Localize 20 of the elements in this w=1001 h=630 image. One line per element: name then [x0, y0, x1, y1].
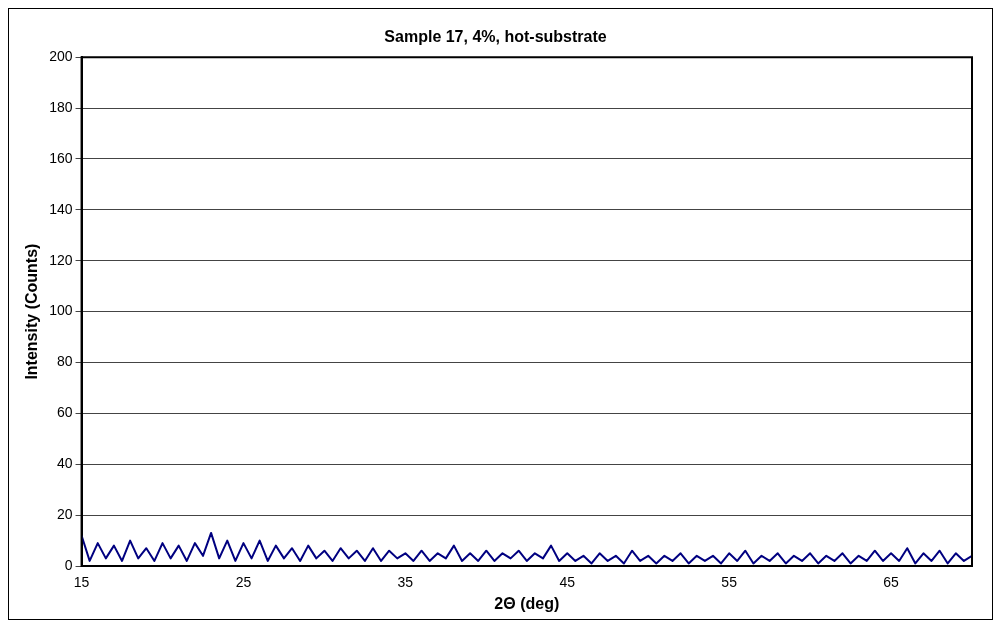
y-tick-label: 140 — [49, 200, 73, 217]
x-tick-label: 15 — [73, 574, 90, 591]
y-tick-label: 80 — [56, 353, 73, 370]
x-tick-label: 65 — [883, 574, 900, 591]
y-tick-label: 100 — [49, 302, 73, 319]
y-tick-label: 200 — [49, 48, 73, 65]
x-tick-label: 45 — [559, 574, 576, 591]
x-tick-label: 25 — [235, 574, 252, 591]
y-tick-label: 160 — [49, 149, 73, 166]
y-tick-label: 180 — [49, 98, 73, 115]
y-tick-label: 60 — [56, 404, 73, 421]
x-axis-title: 2Θ (deg) — [494, 594, 560, 612]
y-tick-label: 20 — [56, 505, 73, 522]
chart-title: Sample 17, 4%, hot-substrate — [384, 28, 607, 46]
x-tick-label: 35 — [397, 574, 414, 591]
y-tick-label: 120 — [49, 251, 73, 268]
y-tick-label: 40 — [56, 455, 73, 472]
y-axis-title: Intensity (Counts) — [23, 243, 41, 380]
x-tick-label: 55 — [721, 574, 738, 591]
y-tick-label: 0 — [64, 556, 73, 573]
